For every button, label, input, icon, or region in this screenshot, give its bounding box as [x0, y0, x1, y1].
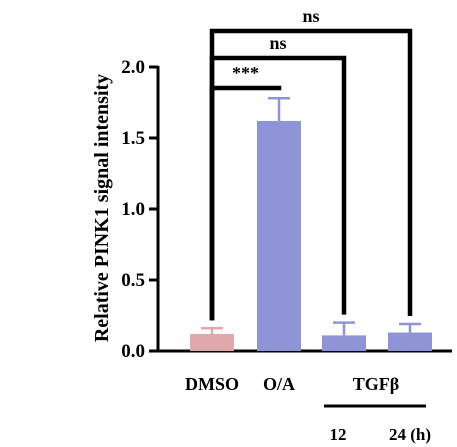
x-axis-labels: DMSO O/A — [185, 374, 295, 394]
y-axis: 0.0 0.5 1.0 1.5 2.0 — [121, 57, 452, 362]
bars — [190, 120, 432, 352]
bar — [190, 333, 234, 351]
tgf-beta-group-label: TGFβ — [353, 374, 400, 394]
error-bars — [201, 96, 421, 336]
significance-label: ns — [302, 6, 319, 26]
bar — [257, 120, 301, 352]
y-tick-label: 0.5 — [121, 270, 145, 291]
significance-bracket — [209, 28, 413, 321]
significance-label: *** — [232, 63, 259, 83]
y-axis-title: Relative PINK1 signal intensity — [91, 74, 113, 342]
bar — [388, 332, 432, 351]
y-tick-label: 1.0 — [121, 199, 145, 220]
significance-label: ns — [269, 33, 286, 53]
x-category-label: DMSO — [185, 374, 239, 394]
x-category-label: O/A — [263, 374, 295, 394]
y-tick-label: 0.0 — [121, 341, 145, 362]
bar — [322, 335, 366, 351]
time-label-12: 12 — [330, 425, 347, 444]
y-tick-label: 2.0 — [121, 57, 145, 78]
time-label-24h: 24 (h) — [389, 425, 431, 444]
y-tick-label: 1.5 — [121, 128, 145, 149]
